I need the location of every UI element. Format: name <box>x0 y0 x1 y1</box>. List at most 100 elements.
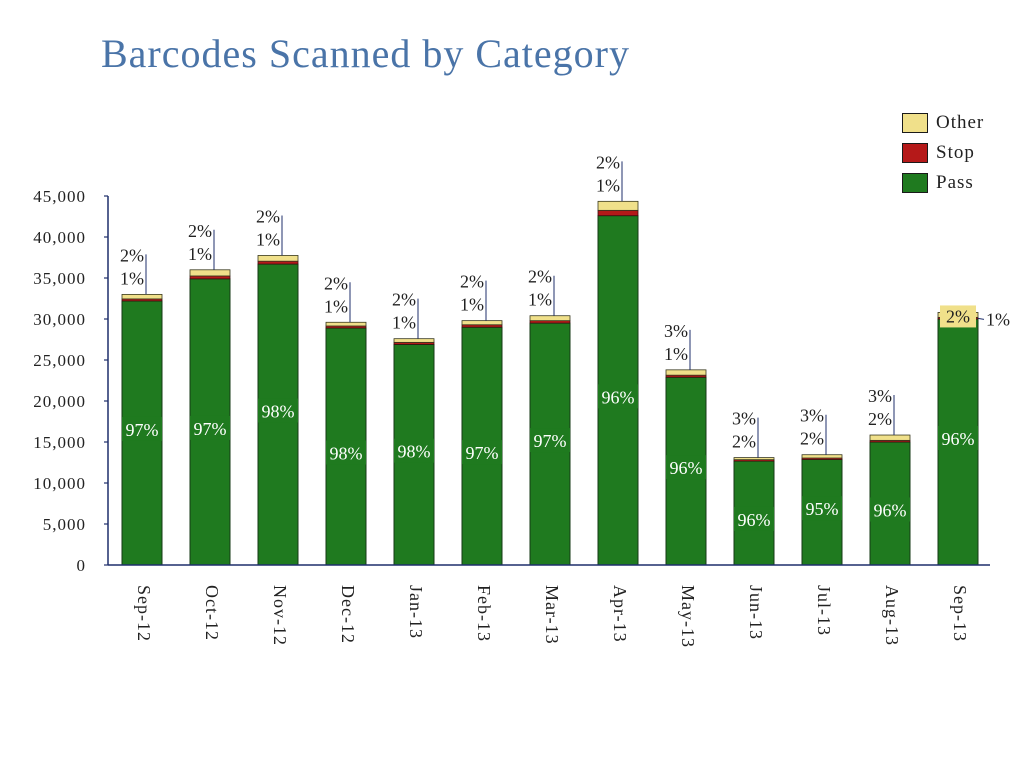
legend-label-pass: Pass <box>936 172 974 193</box>
other-pct-label: 2% <box>324 273 348 293</box>
bar-other <box>121 293 163 300</box>
other-pct-label: 2% <box>596 152 620 172</box>
bar-other <box>801 454 843 459</box>
legend: Other Stop Pass <box>902 108 984 198</box>
other-pct-label: 2% <box>460 272 484 292</box>
legend-swatch-other <box>902 113 928 133</box>
bar-other <box>461 320 503 326</box>
pass-pct-label-bg <box>938 426 978 450</box>
y-tick-label: 30,000 <box>33 310 86 329</box>
pass-pct-label: 96% <box>602 387 635 407</box>
x-tick-label: Aug-13 <box>882 585 902 646</box>
pass-pct-label-bg <box>666 455 706 480</box>
y-tick-label: 45,000 <box>33 187 86 206</box>
bar-other <box>393 338 435 343</box>
stop-pct-label: 1% <box>256 229 280 249</box>
legend-item-pass: Pass <box>902 168 984 198</box>
bar-other <box>597 200 639 211</box>
bar-other <box>665 369 707 376</box>
x-tick-label: Sep-13 <box>950 585 970 642</box>
stop-pct-label: 1% <box>986 309 1010 329</box>
stop-pct-label: 1% <box>596 175 620 195</box>
pass-pct-label: 96% <box>670 458 703 478</box>
pass-pct-label: 97% <box>126 420 159 440</box>
chart-title: Barcodes Scanned by Category <box>101 31 630 76</box>
other-pct-label: 3% <box>868 386 892 406</box>
pass-pct-label-bg <box>598 384 638 409</box>
pass-pct-label: 97% <box>466 443 499 463</box>
pass-pct-label: 95% <box>806 499 839 519</box>
pass-pct-label-bg <box>258 398 298 423</box>
stop-pct-label: 1% <box>664 344 688 364</box>
x-tick-label: May-13 <box>678 585 698 648</box>
pass-pct-label-bg <box>530 428 570 453</box>
x-tick-label: Feb-13 <box>474 585 494 642</box>
y-tick-label: 10,000 <box>33 474 86 493</box>
y-tick-label: 15,000 <box>33 433 86 452</box>
y-tick-label: 5,000 <box>43 515 86 534</box>
pass-pct-label-bg <box>122 416 162 441</box>
stop-pct-label: 2% <box>868 409 892 429</box>
stop-pct-label: 1% <box>528 290 552 310</box>
legend-item-other: Other <box>902 108 984 138</box>
bar-other <box>325 321 367 327</box>
pass-pct-label: 98% <box>262 402 295 422</box>
bar-other <box>869 434 911 441</box>
stop-pct-label: 1% <box>460 295 484 315</box>
stop-pct-label: 2% <box>732 432 756 452</box>
x-tick-label: Jan-13 <box>406 585 426 639</box>
stop-pct-label: 1% <box>188 244 212 264</box>
other-pct-label: 2% <box>946 306 970 326</box>
legend-swatch-stop <box>902 143 928 163</box>
other-pct-label: 2% <box>528 267 552 287</box>
y-tick-label: 20,000 <box>33 392 86 411</box>
x-tick-label: Mar-13 <box>542 585 562 645</box>
bar-other <box>257 255 299 262</box>
x-tick-label: Nov-12 <box>270 585 290 646</box>
bar-stop <box>257 260 299 265</box>
other-pct-label: 2% <box>256 206 280 226</box>
other-pct-label: 2% <box>120 245 144 265</box>
y-tick-label: 25,000 <box>33 351 86 370</box>
x-tick-label: Jun-13 <box>746 585 766 640</box>
stop-pct-label: 1% <box>120 268 144 288</box>
pass-pct-label-bg <box>394 438 434 463</box>
other-pct-label-bg <box>940 305 976 328</box>
pass-pct-label-bg <box>326 440 366 465</box>
pass-pct-label-bg <box>462 440 502 465</box>
legend-item-stop: Stop <box>902 138 984 168</box>
pass-pct-label-bg <box>870 497 910 522</box>
pass-pct-label: 96% <box>942 429 975 449</box>
y-tick-label: 0 <box>77 556 87 575</box>
pass-pct-label-bg <box>190 415 230 440</box>
pass-pct-label: 97% <box>534 431 567 451</box>
other-pct-label: 2% <box>392 290 416 310</box>
pass-pct-label: 96% <box>738 510 771 530</box>
legend-swatch-pass <box>902 173 928 193</box>
x-tick-label: Oct-12 <box>202 585 222 641</box>
stop-pct-label: 2% <box>800 429 824 449</box>
other-pct-label: 2% <box>188 221 212 241</box>
pass-pct-label: 98% <box>398 442 431 462</box>
pass-pct-label: 98% <box>330 444 363 464</box>
bar-stop <box>597 209 639 217</box>
bar-other <box>189 269 231 277</box>
pass-pct-label-bg <box>734 506 774 531</box>
pass-pct-label: 96% <box>874 501 907 521</box>
pass-pct-label: 97% <box>194 419 227 439</box>
stop-pct-leader <box>977 317 985 320</box>
legend-label-stop: Stop <box>936 142 975 163</box>
stop-pct-label: 1% <box>392 313 416 333</box>
bar-stop <box>189 275 231 280</box>
bar-other <box>733 457 775 461</box>
legend-label-other: Other <box>936 112 985 133</box>
other-pct-label: 3% <box>664 321 688 341</box>
x-tick-label: Sep-12 <box>134 585 154 642</box>
stop-pct-label: 1% <box>324 296 348 316</box>
x-tick-label: Dec-12 <box>338 585 358 644</box>
other-pct-label: 3% <box>732 409 756 429</box>
other-pct-label: 3% <box>800 406 824 426</box>
y-tick-label: 40,000 <box>33 228 86 247</box>
y-tick-label: 35,000 <box>33 269 86 288</box>
